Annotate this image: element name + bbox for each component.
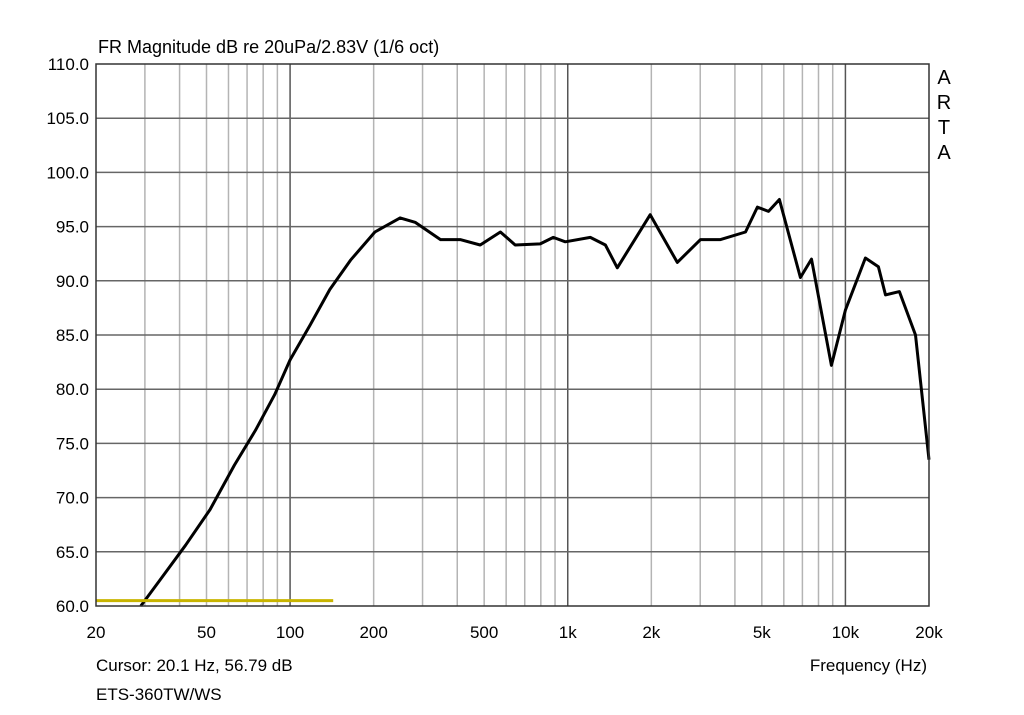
x-tick-label: 5k <box>753 623 771 642</box>
grid <box>96 64 929 606</box>
x-tick-label: 2k <box>642 623 660 642</box>
series-layer <box>96 198 931 607</box>
x-tick-label: 10k <box>832 623 860 642</box>
y-tick-label: 65.0 <box>56 543 89 562</box>
watermark-letter: T <box>938 117 950 139</box>
y-tick-label: 90.0 <box>56 272 89 291</box>
x-tick-labels: 20 50 100 200 500 1k 2k 5k 10k 20k <box>87 623 944 642</box>
cursor-readout: Cursor: 20.1 Hz, 56.79 dB <box>96 656 293 675</box>
x-tick-label: 500 <box>470 623 498 642</box>
x-tick-label: 200 <box>359 623 387 642</box>
plot-frame <box>95 63 930 607</box>
x-axis-label: Frequency (Hz) <box>810 656 927 675</box>
frequency-response-line <box>139 198 931 607</box>
watermark-letter: A <box>937 67 951 89</box>
y-tick-label: 85.0 <box>56 326 89 345</box>
y-tick-label: 105.0 <box>46 109 89 128</box>
x-tick-label: 20k <box>915 623 943 642</box>
watermark-letter: A <box>937 142 951 164</box>
y-tick-label: 80.0 <box>56 380 89 399</box>
y-tick-label: 100.0 <box>46 163 89 182</box>
y-tick-label: 70.0 <box>56 489 89 508</box>
x-tick-label: 100 <box>276 623 304 642</box>
y-tick-label: 95.0 <box>56 218 89 237</box>
y-tick-label: 60.0 <box>56 597 89 616</box>
x-tick-label: 20 <box>87 623 106 642</box>
watermark-letter: R <box>937 92 951 114</box>
y-tick-label: 75.0 <box>56 434 89 453</box>
chart-title: FR Magnitude dB re 20uPa/2.83V (1/6 oct) <box>98 37 439 57</box>
y-tick-label: 110.0 <box>48 55 89 74</box>
x-tick-label: 1k <box>559 623 577 642</box>
x-tick-label: 50 <box>197 623 216 642</box>
measurement-name: ETS-360TW/WS <box>96 685 222 704</box>
y-tick-labels: 60.0 65.0 70.0 75.0 80.0 85.0 90.0 95.0 100.0 105… <box>46 55 89 616</box>
